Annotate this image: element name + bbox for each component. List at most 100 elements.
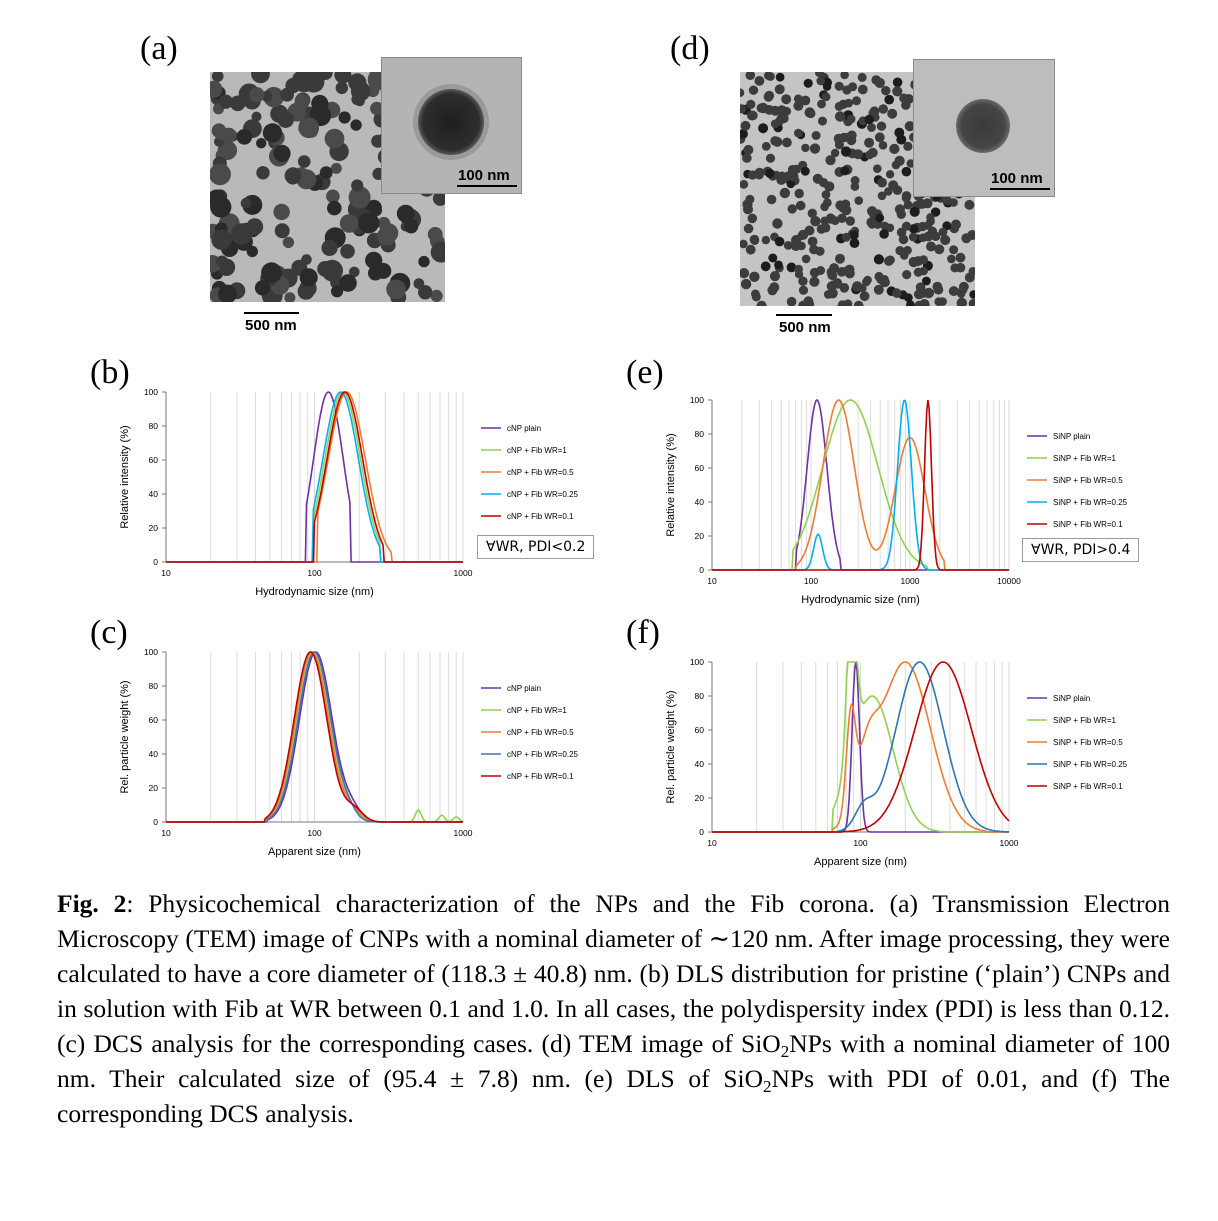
tem-particle [850, 176, 860, 185]
tem-particle [432, 191, 445, 206]
tem-particle [794, 188, 804, 199]
tem-particle [840, 146, 852, 157]
tem-particle [904, 293, 913, 303]
tem-particle [748, 85, 759, 95]
tem-particle [761, 235, 771, 245]
tem-particle [804, 107, 815, 118]
tem-particle [349, 266, 360, 278]
x-axis-label: Apparent size (nm) [268, 846, 361, 858]
tem-particle [901, 166, 912, 177]
tem-particle [884, 94, 894, 105]
tem-particle [854, 196, 864, 205]
tem-particle [754, 76, 765, 86]
tem-particle [351, 179, 364, 192]
tem-particle [761, 141, 771, 151]
tem-particle [845, 216, 855, 226]
tem-particle [772, 218, 783, 229]
tem-particle [826, 267, 837, 277]
tem-particle [908, 232, 918, 242]
tem-particle [386, 279, 406, 300]
tem-particle [879, 277, 890, 288]
tem-particle [274, 223, 290, 239]
tem-particle [810, 216, 821, 227]
tem-particle [892, 86, 903, 97]
x-tick-label: 1000 [901, 576, 920, 586]
tem-particle [740, 268, 750, 279]
tem-particle [210, 80, 223, 98]
tem-particle [968, 299, 975, 306]
tem-particle [324, 128, 345, 149]
tem-particle [841, 205, 852, 216]
y-tick-label: 60 [695, 463, 705, 473]
tem-particle [938, 227, 948, 237]
y-tick-label: 20 [149, 523, 159, 533]
tem-particle [749, 234, 760, 245]
y-tick-label: 0 [699, 565, 704, 575]
chart-dcs-cnp: 0 20 40 60 80 100 10 100 1000 Apparent size (nm) R… [119, 647, 579, 858]
tem-particle [818, 116, 827, 126]
tem-particle [747, 213, 758, 224]
tem-particle [874, 132, 885, 143]
tem-particle [906, 159, 915, 168]
tem-particle [740, 129, 748, 139]
tem-particle [878, 141, 888, 150]
tem-particle [321, 259, 343, 282]
tem-particle [770, 136, 780, 146]
series-line-f-4 [712, 661, 1010, 833]
tem-particle [326, 189, 340, 204]
x-tick-label: 10 [707, 838, 717, 848]
tem-particle [875, 213, 885, 223]
y-tick-label: 0 [699, 827, 704, 837]
tem-particle [816, 266, 826, 275]
tem-particle [742, 153, 752, 163]
tem-particle [763, 91, 774, 102]
tem-particle [820, 202, 829, 212]
tem-particle [955, 262, 966, 273]
tem-particle [809, 244, 819, 255]
tem-particle [787, 204, 797, 214]
tem-particle [350, 81, 371, 101]
tem-particle [824, 181, 835, 192]
legend-label: SiNP + Fib WR=0.1 [1053, 782, 1123, 791]
chart-dls-cnp: 0 20 40 60 80 100 10 100 1000 Hydrodynamic size (… [119, 387, 579, 598]
tem-particle [904, 121, 915, 132]
x-axis-label: Hydrodynamic size (nm) [801, 594, 920, 606]
panel-label-b: (b) [90, 354, 130, 391]
y-axis-label: Relative intensity (%) [665, 433, 677, 536]
tem-particle [740, 104, 747, 114]
tem-particle [923, 221, 933, 230]
tem-particle [967, 230, 975, 240]
tem-particle [857, 72, 867, 82]
tem-particle [236, 129, 253, 145]
tem-particle [949, 245, 959, 255]
y-axis-label: Rel. particle weight (%) [119, 680, 131, 793]
tem-particle [770, 105, 781, 116]
x-axis-label: Hydrodynamic size (nm) [255, 586, 374, 598]
tem-particle [896, 134, 907, 145]
x-tick-label: 100 [307, 568, 321, 578]
tem-particle [749, 271, 760, 282]
tem-particle [251, 72, 270, 84]
y-tick-label: 20 [149, 783, 159, 793]
tem-cnp-scale-bar [244, 312, 299, 314]
tem-inset-sinp-particle [956, 99, 1010, 153]
tem-particle [909, 224, 919, 234]
y-tick-label: 60 [149, 715, 159, 725]
legend-label: SiNP + Fib WR=0.25 [1053, 760, 1128, 769]
tem-particle [331, 285, 344, 298]
legend-label: SiNP + Fib WR=1 [1053, 454, 1117, 463]
tem-particle [873, 284, 884, 295]
y-tick-label: 100 [144, 387, 158, 397]
tem-particle [740, 278, 752, 290]
legend-label: cNP + Fib WR=0.25 [507, 490, 579, 499]
tem-particle [865, 150, 874, 160]
tem-particle [877, 177, 887, 188]
tem-particle [877, 191, 887, 201]
tem-particle [358, 212, 380, 234]
legend-label: SiNP + Fib WR=0.1 [1053, 520, 1123, 529]
tem-particle [878, 104, 888, 114]
y-tick-label: 60 [149, 455, 159, 465]
tem-particle [339, 274, 357, 292]
tem-particle [256, 138, 267, 149]
tem-particle [335, 81, 348, 95]
